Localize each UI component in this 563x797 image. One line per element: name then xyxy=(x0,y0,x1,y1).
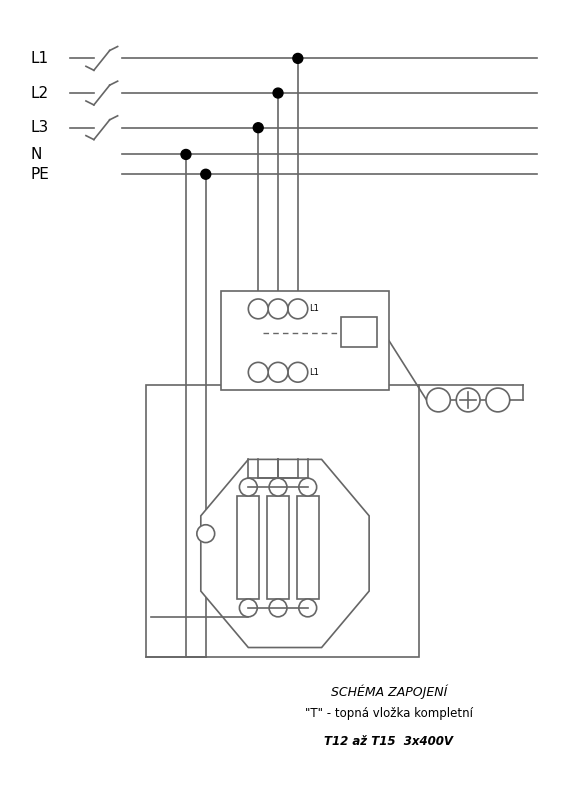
Polygon shape xyxy=(201,459,369,647)
Text: "T" - topná vložka kompletní: "T" - topná vložka kompletní xyxy=(305,708,473,720)
Circle shape xyxy=(268,299,288,319)
Circle shape xyxy=(293,53,303,63)
Text: L3: L3 xyxy=(269,367,279,377)
Circle shape xyxy=(269,478,287,496)
Bar xyxy=(238,496,259,599)
Circle shape xyxy=(273,88,283,98)
Bar xyxy=(146,385,419,658)
Text: N: N xyxy=(30,147,42,162)
Text: L1: L1 xyxy=(309,304,319,313)
Text: L3: L3 xyxy=(269,304,279,313)
Circle shape xyxy=(299,599,316,617)
Circle shape xyxy=(239,478,257,496)
Circle shape xyxy=(288,363,308,383)
Circle shape xyxy=(299,478,316,496)
Circle shape xyxy=(486,388,510,412)
Bar xyxy=(238,414,318,459)
Bar xyxy=(267,496,289,599)
Circle shape xyxy=(288,299,308,319)
Bar xyxy=(297,496,319,599)
Circle shape xyxy=(248,299,268,319)
Text: L2: L2 xyxy=(289,304,299,313)
Bar xyxy=(221,291,389,390)
Circle shape xyxy=(456,388,480,412)
Circle shape xyxy=(201,169,211,179)
Text: ϑ: ϑ xyxy=(355,324,364,340)
Text: L3: L3 xyxy=(30,120,49,135)
Text: T12 až T15  3x400V: T12 až T15 3x400V xyxy=(324,735,453,748)
Circle shape xyxy=(248,363,268,383)
Text: L2: L2 xyxy=(30,85,48,100)
Circle shape xyxy=(427,388,450,412)
Text: PE: PE xyxy=(30,167,50,182)
Circle shape xyxy=(197,524,215,543)
Text: L2: L2 xyxy=(289,367,299,377)
Bar xyxy=(341,317,377,347)
Text: SCHÉMA ZAPOJENÍ: SCHÉMA ZAPOJENÍ xyxy=(330,685,447,699)
Text: L1: L1 xyxy=(309,367,319,377)
Circle shape xyxy=(268,363,288,383)
Circle shape xyxy=(239,599,257,617)
Text: L1: L1 xyxy=(30,51,48,66)
Circle shape xyxy=(269,599,287,617)
Circle shape xyxy=(253,123,263,132)
Circle shape xyxy=(181,150,191,159)
